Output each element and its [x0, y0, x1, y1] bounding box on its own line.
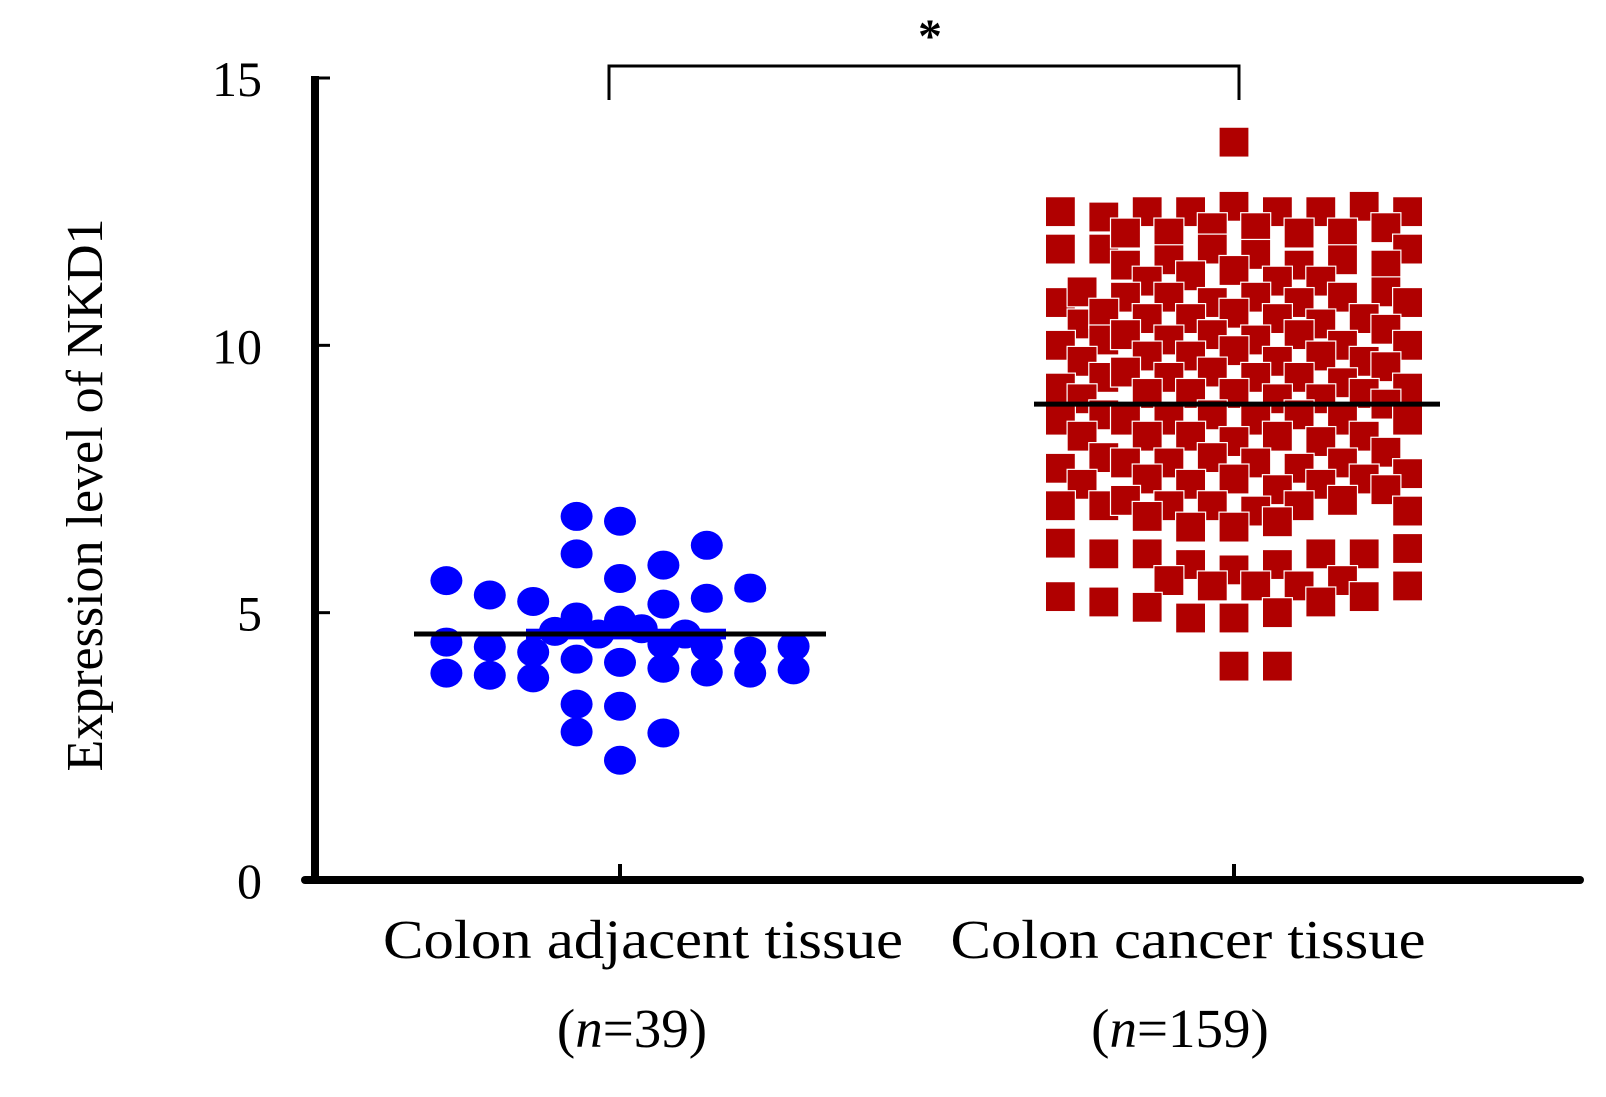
data-point-cancer	[1261, 650, 1294, 682]
data-point-adjacent	[647, 589, 680, 619]
data-point-adjacent	[560, 539, 593, 569]
data-point-cancer	[1044, 490, 1077, 522]
data-point-cancer	[1240, 570, 1272, 602]
data-point-adjacent	[560, 689, 593, 719]
x-tick-label-cancer: Colon cancer tissue	[951, 909, 1426, 970]
data-point-cancer	[1174, 196, 1207, 228]
data-point-cancer	[1218, 511, 1250, 543]
data-point-cancer	[1218, 650, 1250, 682]
data-point-cancer	[1044, 196, 1077, 228]
y-tick-label: 10	[212, 318, 262, 374]
data-point-adjacent	[517, 586, 550, 616]
data-point-cancer	[1088, 201, 1120, 233]
data-point-adjacent	[647, 718, 680, 748]
data-point-adjacent	[734, 573, 767, 603]
data-point-adjacent	[560, 717, 593, 747]
n-label-adjacent: (n=39)	[557, 998, 707, 1059]
mean-lines	[414, 401, 1440, 637]
data-point-cancer	[1153, 217, 1185, 249]
y-ticks: 0 5 10 15	[212, 51, 330, 909]
data-point-cancer	[1044, 233, 1077, 265]
data-point-adjacent	[647, 550, 680, 580]
data-point-adjacent	[604, 647, 636, 677]
data-point-cancer	[1088, 586, 1120, 618]
data-point-adjacent	[734, 658, 767, 688]
data-point-cancer	[1391, 404, 1424, 436]
data-point-cancer	[1218, 463, 1250, 495]
y-tick-label: 0	[237, 853, 262, 909]
data-point-cancer	[1261, 420, 1294, 452]
data-point-cancer	[1326, 484, 1359, 516]
data-point-adjacent	[473, 580, 506, 610]
data-point-cancer	[1261, 597, 1294, 629]
data-point-cancer	[1218, 602, 1250, 634]
data-point-adjacent	[777, 655, 810, 685]
data-point-adjacent	[517, 637, 550, 667]
data-point-cancer	[1174, 602, 1207, 634]
y-tick-label: 15	[212, 51, 262, 107]
data-point-cancer	[1391, 570, 1424, 602]
data-point-cancer	[1131, 500, 1163, 533]
data-point-cancer	[1066, 276, 1098, 308]
n-label-cancer: (n=159)	[1091, 998, 1269, 1059]
data-point-cancer	[1348, 538, 1380, 570]
data-point-adjacent	[473, 660, 506, 690]
data-point-cancer	[1218, 254, 1250, 287]
data-point-adjacent	[647, 653, 680, 683]
data-point-cancer	[1305, 538, 1337, 570]
data-point-adjacent	[690, 530, 723, 560]
data-point-adjacent	[517, 663, 550, 693]
data-point-adjacent	[690, 583, 723, 613]
data-point-adjacent	[604, 691, 636, 721]
x-tick-label-adjacent: Colon adjacent tissue	[383, 909, 903, 970]
x-ticks	[618, 864, 1236, 882]
data-point-cancer	[1391, 532, 1424, 565]
data-point-cancer	[1240, 238, 1272, 271]
data-point-adjacent	[430, 658, 463, 688]
data-point-cancer	[1153, 564, 1185, 597]
data-point-cancer	[1326, 217, 1359, 249]
data-point-adjacent	[473, 632, 506, 662]
data-point-cancer	[1174, 511, 1207, 543]
data-point-adjacent	[430, 566, 463, 596]
data-point-cancer	[1283, 217, 1315, 249]
data-point-cancer	[1391, 286, 1424, 319]
data-point-cancer	[1305, 340, 1337, 372]
data-point-adjacent	[604, 506, 636, 536]
data-point-cancer	[1391, 495, 1424, 527]
data-point-cancer	[1218, 126, 1250, 158]
data-point-cancer	[1044, 527, 1077, 559]
data-point-cancer	[1131, 591, 1163, 623]
significance-asterisk: *	[918, 10, 942, 63]
data-point-cancer	[1305, 586, 1337, 618]
data-point-adjacent	[604, 745, 636, 775]
data-point-cancer	[1109, 217, 1142, 249]
data-point-cancer	[1240, 212, 1272, 244]
data-point-cancer	[1044, 581, 1077, 613]
data-point-cancer	[1131, 420, 1163, 452]
data-point-adjacent	[690, 657, 723, 687]
data-point-adjacent	[604, 563, 636, 593]
y-axis-label: Expression level of NKD1	[57, 218, 114, 771]
series-adjacent-points	[430, 501, 810, 775]
data-point-adjacent	[560, 644, 593, 674]
data-point-cancer	[1261, 506, 1294, 538]
data-point-adjacent	[777, 631, 810, 661]
data-point-cancer	[1196, 570, 1228, 602]
data-point-cancer	[1370, 249, 1402, 281]
data-point-cancer	[1088, 538, 1120, 570]
data-point-adjacent	[560, 501, 593, 531]
data-point-cancer	[1131, 538, 1163, 570]
y-tick-label: 5	[237, 586, 262, 642]
data-point-cancer	[1348, 581, 1380, 613]
significance-bracket	[607, 64, 1241, 100]
data-point-adjacent	[734, 636, 767, 666]
